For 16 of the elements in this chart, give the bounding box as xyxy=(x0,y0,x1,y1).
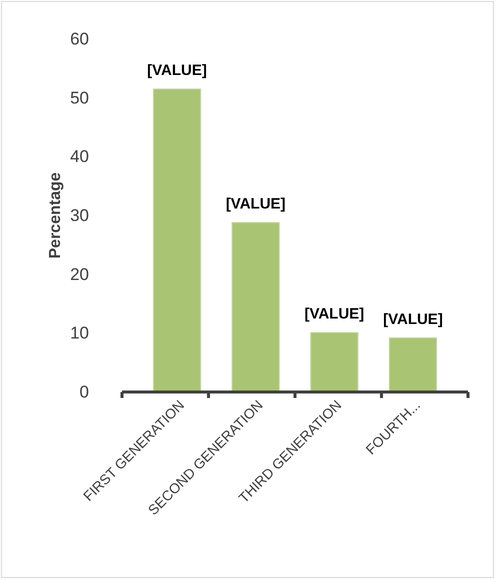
bar xyxy=(232,222,280,392)
y-tick-label: 0 xyxy=(80,382,89,402)
data-label: [VALUE] xyxy=(383,310,443,328)
data-label: [VALUE] xyxy=(147,62,207,80)
y-tick-label: 20 xyxy=(70,264,89,284)
y-tick-label: 50 xyxy=(70,88,89,108)
bar xyxy=(152,88,202,392)
y-tick-label: 40 xyxy=(70,147,89,166)
bar xyxy=(310,332,358,392)
data-label: [VALUE] xyxy=(226,196,286,213)
y-tick-label: 30 xyxy=(70,206,89,225)
bar xyxy=(388,337,438,392)
y-tick-label: 10 xyxy=(70,324,89,343)
data-label: [VALUE] xyxy=(304,306,364,323)
y-axis-title: Percentage xyxy=(47,172,64,259)
y-tick-label: 60 xyxy=(70,29,89,48)
